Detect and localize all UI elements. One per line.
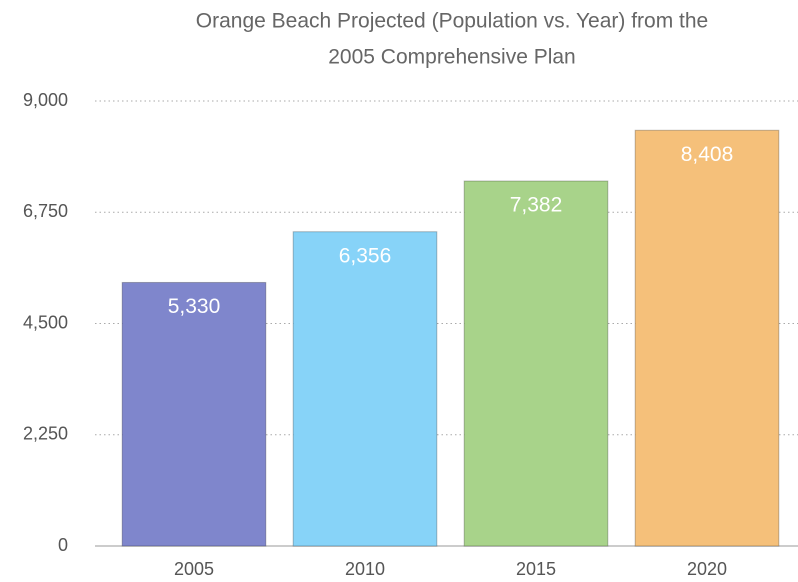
y-tick-label: 0 xyxy=(58,535,68,555)
y-tick-label: 2,250 xyxy=(23,424,68,444)
x-tick-label: 2005 xyxy=(174,559,214,579)
value-label: 7,382 xyxy=(510,194,563,217)
x-tick-label: 2020 xyxy=(687,559,727,579)
bar xyxy=(463,180,609,547)
chart-title: 2005 Comprehensive Plan xyxy=(328,46,576,69)
bar xyxy=(634,129,780,547)
chart-title: Orange Beach Projected (Population vs. Y… xyxy=(196,10,708,33)
value-label: 8,408 xyxy=(681,143,734,166)
bar xyxy=(292,231,438,547)
bar xyxy=(121,281,267,547)
y-tick-label: 9,000 xyxy=(23,90,68,110)
y-tick-label: 6,750 xyxy=(23,201,68,221)
x-tick-label: 2010 xyxy=(345,559,385,579)
y-tick-label: 4,500 xyxy=(23,312,68,332)
value-label: 5,330 xyxy=(168,295,221,318)
x-tick-label: 2015 xyxy=(516,559,556,579)
value-label: 6,356 xyxy=(339,244,392,267)
